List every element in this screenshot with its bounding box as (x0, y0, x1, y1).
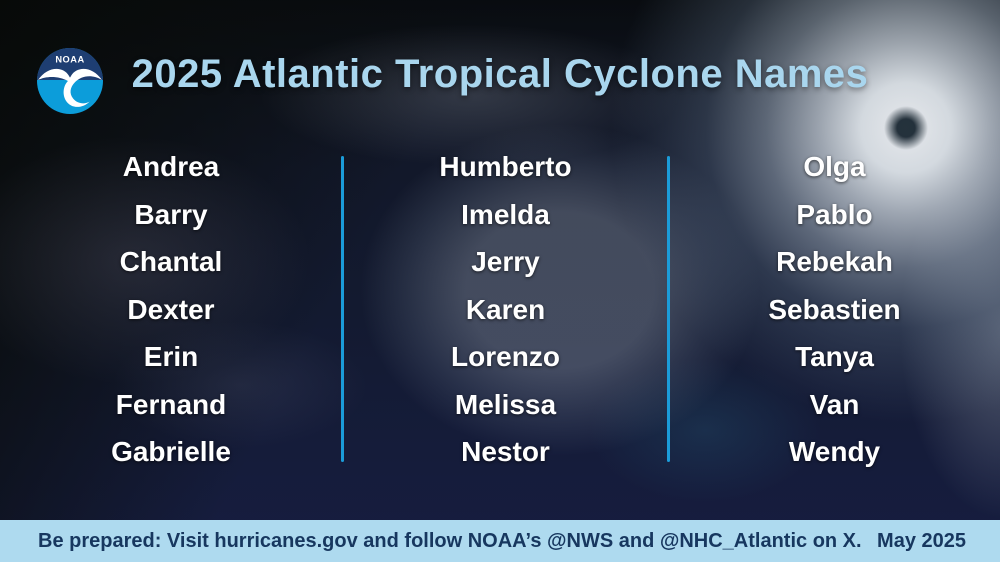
noaa-logo: NOAA (37, 48, 103, 114)
cyclone-name: Melissa (454, 388, 557, 420)
name-column-3: Olga Pablo Rebekah Sebastien Tanya Van Wendy (669, 143, 1000, 476)
noaa-logo-text: NOAA (55, 54, 84, 64)
cyclone-name: Andrea (122, 151, 220, 182)
cyclone-name: Chantal (119, 246, 223, 277)
name-column-2: Humberto Imelda Jerry Karen Lorenzo Melissa Ne… (342, 143, 669, 476)
cyclone-name: Lorenzo (451, 341, 560, 372)
cyclone-name: Erin (143, 341, 199, 372)
cyclone-name: Fernand (115, 388, 227, 420)
cyclone-name: Nestor (461, 436, 550, 467)
cyclone-names-grid: Andrea Barry Chantal Dexter Erin Fernand Gabri… (0, 143, 1000, 476)
cyclone-name: Van (809, 388, 860, 420)
column-divider-left (341, 156, 344, 462)
cyclone-name: Jerry (471, 246, 540, 277)
cyclone-name: Imelda (461, 198, 550, 230)
cyclone-name: Karen (465, 293, 546, 325)
column-divider-right (667, 156, 670, 462)
noaa-logo-icon: NOAA (37, 48, 103, 114)
footer-message: Be prepared: Visit hurricanes.gov and fo… (38, 529, 862, 552)
cyclone-name: Olga (803, 151, 866, 182)
cyclone-name: Humberto (439, 151, 572, 182)
cyclone-name: Tanya (795, 341, 874, 372)
page-title: 2025 Atlantic Tropical Cyclone Names (131, 52, 869, 96)
cyclone-name: Dexter (127, 293, 215, 325)
footer-date: May 2025 (877, 529, 966, 552)
cyclone-name: Wendy (788, 436, 881, 467)
name-column-1: Andrea Barry Chantal Dexter Erin Fernand Gabri… (0, 143, 342, 476)
cyclone-name: Rebekah (776, 246, 893, 277)
cyclone-name: Pablo (796, 198, 873, 230)
cyclone-name: Barry (134, 198, 208, 230)
cyclone-name: Gabrielle (111, 436, 231, 467)
cyclone-name: Sebastien (768, 293, 901, 325)
footer-bar: Be prepared: Visit hurricanes.gov and fo… (0, 520, 1000, 562)
